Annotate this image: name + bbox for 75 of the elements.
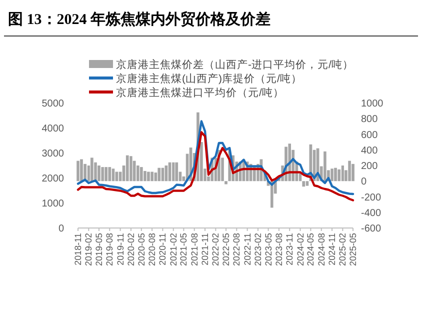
x-tick-label: 2023-02: [252, 233, 263, 266]
x-tick-label: 2024-05: [306, 233, 316, 266]
y2-tick-label: 200: [361, 161, 378, 172]
bar: [352, 164, 354, 182]
y2-tick-label: -600: [361, 224, 382, 234]
y2-tick-label: -400: [361, 208, 382, 219]
x-tick-label: 2025-05: [348, 233, 358, 266]
bar: [158, 168, 161, 182]
x-tick-label: 2021-11: [200, 233, 210, 266]
x-tick-label: 2018-11: [73, 233, 83, 266]
bar: [101, 167, 104, 182]
legend-label: 京唐港主焦煤价差（山西产-进口平均价，元/吨）: [116, 58, 354, 71]
bar: [126, 155, 129, 182]
x-tick-label: 2020-02: [126, 233, 136, 266]
x-tick-label: 2022-11: [242, 233, 252, 266]
x-tick-label: 2019-08: [104, 233, 115, 266]
bar: [341, 166, 344, 182]
bar: [104, 167, 108, 182]
chart-title: 图 13：2024 年炼焦煤内外贸价格及价差: [8, 11, 270, 28]
bar: [334, 168, 337, 182]
bar: [172, 162, 175, 182]
y2-tick-label: 800: [361, 114, 378, 126]
x-tick-label: 2021-08: [189, 233, 200, 266]
y2-tick-label: 1000: [361, 98, 384, 110]
x-tick-label: 2020-05: [136, 233, 146, 266]
x-tick-label: 2024-08: [316, 233, 326, 266]
bar: [338, 169, 341, 182]
x-tick-label: 2024-11: [327, 233, 338, 266]
bar: [144, 170, 146, 182]
bar: [140, 167, 143, 182]
x-tick-label: 2023-11: [284, 233, 295, 266]
legend-label: 京唐港主焦煤进口平均价（元/吨）: [116, 86, 284, 99]
bar: [175, 162, 178, 182]
y2-tick-label: -200: [361, 192, 382, 204]
y2-tick-label: 0: [361, 176, 367, 188]
bar: [224, 181, 228, 184]
bar: [90, 158, 94, 182]
bar: [112, 168, 115, 182]
bar: [108, 167, 112, 182]
x-tick-label: 2023-05: [263, 233, 274, 266]
bar: [76, 160, 80, 182]
bar: [80, 159, 83, 182]
bar: [306, 181, 309, 186]
y2-tick-label: 600: [361, 130, 378, 141]
bar: [98, 166, 100, 182]
x-tick-label: 2025-02: [338, 233, 348, 266]
bar: [150, 172, 154, 182]
x-tick-label: 2022-02: [210, 233, 221, 266]
x-tick-label: 2020-11: [158, 233, 168, 266]
line-series: [76, 131, 354, 202]
x-tick-label: 2019-02: [84, 233, 94, 266]
x-tick-label: 2021-05: [178, 233, 189, 266]
y-tick-label: 2000: [42, 174, 64, 184]
y-tick-label: 5000: [42, 98, 64, 110]
y-tick-label: 1000: [42, 198, 64, 210]
x-tick-label: 2023-08: [274, 233, 284, 266]
legend-label: 京唐港主焦煤(山西产)库提价（元/吨）: [116, 72, 302, 85]
y2-tick-label: 400: [361, 145, 378, 156]
line-series: [76, 120, 354, 196]
bar: [147, 172, 150, 182]
x-tick-label: 2019-11: [115, 233, 126, 266]
bar: [302, 181, 306, 187]
y-tick-label: 0: [58, 224, 64, 234]
bar: [330, 168, 334, 182]
bar: [130, 156, 132, 182]
x-tick-label: 2022-08: [232, 233, 242, 266]
y-tick-label: 3000: [42, 148, 64, 160]
x-tick-label: 2019-05: [94, 233, 104, 266]
bar: [348, 160, 351, 182]
x-tick-label: 2024-02: [295, 233, 306, 266]
x-tick-label: 2021-02: [168, 233, 178, 266]
x-tick-label: 2020-08: [147, 233, 158, 266]
x-tick-label: 2022-05: [220, 233, 231, 266]
y-tick-label: 4000: [42, 124, 64, 134]
bar: [324, 151, 326, 182]
